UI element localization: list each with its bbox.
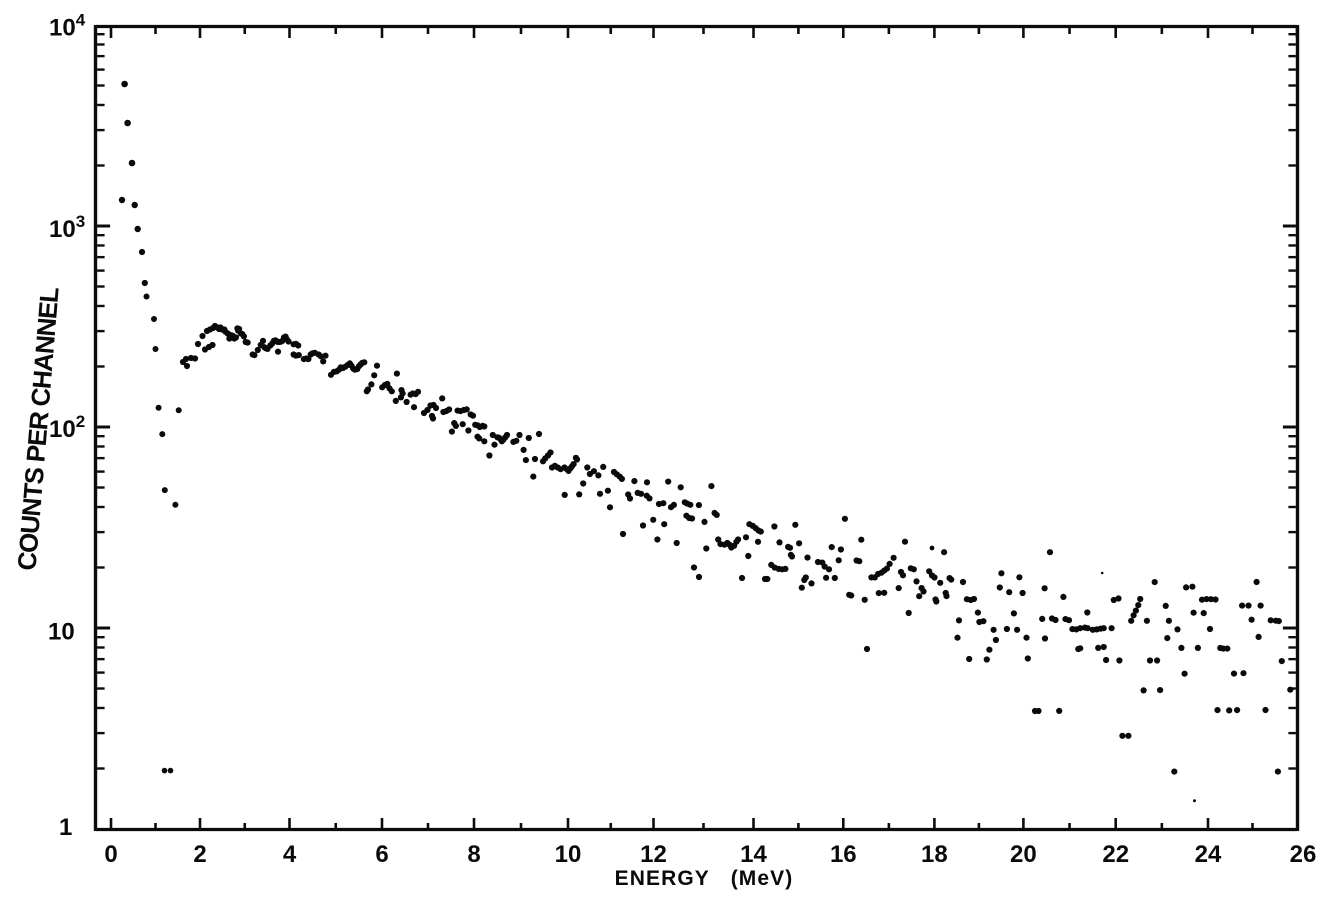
- svg-text:2: 2: [193, 841, 206, 868]
- svg-text:6: 6: [375, 841, 388, 868]
- svg-text:4: 4: [283, 841, 297, 868]
- svg-text:20: 20: [1010, 841, 1037, 868]
- svg-text:10: 10: [48, 619, 75, 646]
- svg-text:24: 24: [1195, 841, 1222, 868]
- svg-text:12: 12: [640, 841, 667, 868]
- svg-text:16: 16: [830, 841, 857, 868]
- svg-text:ENERGY (MeV): ENERGY (MeV): [615, 867, 794, 890]
- svg-text:22: 22: [1102, 841, 1129, 868]
- svg-text:0: 0: [104, 841, 117, 868]
- svg-text:14: 14: [740, 841, 767, 868]
- svg-text:1: 1: [59, 814, 72, 841]
- svg-text:8: 8: [467, 841, 480, 868]
- svg-text:26: 26: [1290, 841, 1317, 868]
- svg-text:18: 18: [921, 841, 948, 868]
- svg-text:10: 10: [555, 841, 582, 868]
